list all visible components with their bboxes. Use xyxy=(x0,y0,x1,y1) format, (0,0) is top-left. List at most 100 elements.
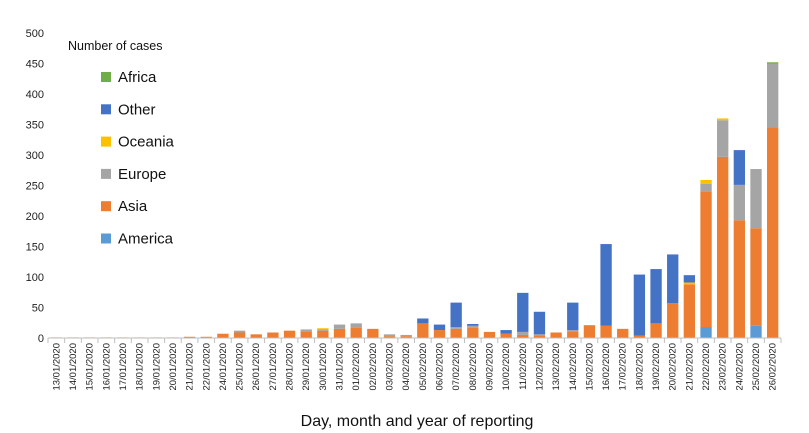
x-tick-label: 06/02/2020 xyxy=(434,343,445,391)
x-tick-label: 01/02/2020 xyxy=(351,343,362,391)
bar-asia xyxy=(383,336,396,338)
x-tick-label: 26/02/2020 xyxy=(768,343,779,391)
bar-oceania xyxy=(717,118,729,121)
bar-asia xyxy=(517,334,529,338)
x-tick-label: 21/01/2020 xyxy=(185,343,196,391)
bar-asia xyxy=(317,330,329,338)
legend: Number of cases Africa Other Oceania Europe A… xyxy=(68,39,175,248)
x-tick-label: 19/02/2020 xyxy=(651,343,662,391)
bar-asia xyxy=(250,334,262,338)
x-tick-label: 24/01/2020 xyxy=(218,343,229,391)
bar-asia xyxy=(717,156,729,338)
x-tick-label: 19/01/2020 xyxy=(151,343,162,391)
x-tick-label: 15/02/2020 xyxy=(584,343,595,391)
y-tick-label: 50 xyxy=(32,303,44,315)
x-tick-label: 24/02/2020 xyxy=(734,343,745,391)
bar-europe xyxy=(450,327,462,329)
bar-asia xyxy=(350,327,362,338)
bar-asia xyxy=(500,333,512,338)
bar-america xyxy=(700,327,712,338)
bar-asia xyxy=(283,330,296,338)
legend-swatch-africa xyxy=(101,72,111,82)
bar-asia xyxy=(417,323,429,338)
x-tick-label: 23/02/2020 xyxy=(718,343,729,391)
y-tick-label: 150 xyxy=(26,242,44,254)
bar-asia xyxy=(200,336,212,338)
x-tick-label: 14/01/2020 xyxy=(68,343,79,391)
x-tick-label: 07/02/2020 xyxy=(451,343,462,391)
x-tick-label: 09/02/2020 xyxy=(484,343,495,391)
y-tick-label: 400 xyxy=(26,89,44,101)
x-tick-label: 16/01/2020 xyxy=(101,343,112,391)
bar-other xyxy=(533,311,546,335)
bar-other xyxy=(500,330,512,334)
y-tick-label: 100 xyxy=(26,272,44,284)
bar-other xyxy=(650,269,662,324)
bar-oceania xyxy=(683,282,696,285)
bar-other xyxy=(683,275,696,283)
bar-europe xyxy=(750,169,762,229)
bar-asia xyxy=(400,336,412,338)
x-tick-label: 12/02/2020 xyxy=(534,343,545,391)
bar-other xyxy=(567,302,579,331)
bar-africa xyxy=(767,62,779,64)
x-tick-label: 20/02/2020 xyxy=(668,343,679,391)
x-tick-label: 26/01/2020 xyxy=(251,343,262,391)
x-axis-title: Day, month and year of reporting xyxy=(301,413,534,430)
bar-europe xyxy=(400,334,412,337)
x-tick-label: 08/02/2020 xyxy=(468,343,479,391)
legend-swatch-asia xyxy=(101,201,111,212)
bar-asia xyxy=(217,333,229,338)
bar-asia xyxy=(467,327,479,338)
x-tick-label: 16/02/2020 xyxy=(601,343,612,391)
bar-other xyxy=(600,244,612,326)
bar-asia xyxy=(483,331,496,338)
x-tick-label: 21/02/2020 xyxy=(684,343,695,391)
bar-other xyxy=(467,323,479,326)
bar-asia xyxy=(767,127,779,338)
bar-asia xyxy=(750,228,762,326)
bar-asia xyxy=(333,328,346,338)
bar-europe xyxy=(350,323,362,328)
bar-other xyxy=(667,254,679,304)
legend-swatch-europe xyxy=(101,168,111,179)
bar-other xyxy=(733,150,746,185)
x-tick-label: 10/02/2020 xyxy=(501,343,512,391)
y-tick-label: 250 xyxy=(26,181,44,193)
bar-asia xyxy=(617,328,629,338)
x-tick-label: 13/01/2020 xyxy=(51,343,62,391)
x-tick-label: 13/02/2020 xyxy=(551,343,562,391)
bar-europe xyxy=(383,334,396,337)
bar-europe xyxy=(767,63,779,128)
x-tick-label: 29/01/2020 xyxy=(301,343,312,391)
bar-asia xyxy=(233,332,246,338)
x-tick-label: 22/02/2020 xyxy=(701,343,712,391)
x-tick-label: 14/02/2020 xyxy=(568,343,579,391)
bar-asia xyxy=(267,332,279,338)
x-tick-label: 30/01/2020 xyxy=(318,343,329,391)
bar-europe xyxy=(733,184,746,221)
x-axis: 13/01/2020 14/01/2020 15/01/2020 16/01/2020… xyxy=(47,338,782,391)
bar-other xyxy=(417,318,429,324)
x-tick-label: 28/01/2020 xyxy=(285,343,296,391)
x-tick-label: 20/01/2020 xyxy=(168,343,179,391)
x-tick-label: 03/02/2020 xyxy=(385,343,396,391)
bar-other xyxy=(433,324,446,331)
bar-asia xyxy=(300,331,312,338)
y-tick-label: 0 xyxy=(38,333,44,345)
legend-label-asia: Asia xyxy=(118,198,148,215)
bar-asia xyxy=(633,335,646,338)
bar-europe xyxy=(717,120,729,157)
x-tick-label: 18/02/2020 xyxy=(634,343,645,391)
bar-europe xyxy=(300,329,312,332)
y-tick-label: 200 xyxy=(26,211,44,223)
x-tick-label: 17/01/2020 xyxy=(118,343,129,391)
bar-asia xyxy=(683,284,696,338)
bar-asia xyxy=(433,330,446,338)
x-tick-label: 15/01/2020 xyxy=(85,343,96,391)
bar-europe xyxy=(567,330,579,332)
bar-asia xyxy=(367,328,379,338)
bars xyxy=(50,62,779,338)
